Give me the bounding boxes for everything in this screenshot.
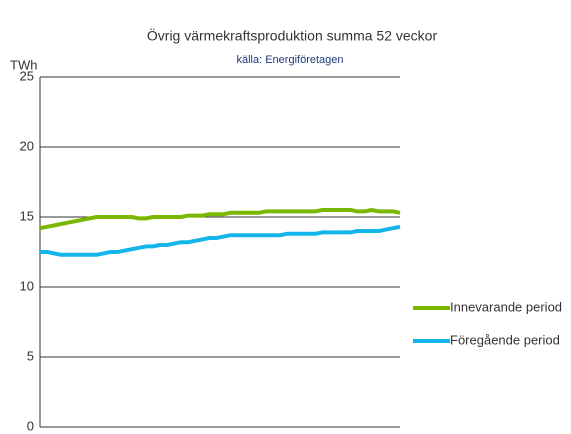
y-axis-label: TWh: [10, 57, 37, 72]
y-tick-label: 20: [20, 138, 34, 153]
y-tick-label: 0: [27, 418, 34, 433]
y-tick-label: 15: [20, 208, 34, 223]
y-tick-label: 5: [27, 348, 34, 363]
y-tick-label: 25: [20, 68, 34, 83]
legend-label: Föregående period: [450, 332, 560, 347]
chart-title: Övrig värmekraftsproduktion summa 52 vec…: [147, 27, 438, 44]
series-line: [39, 208, 401, 231]
chart-subtitle: källa: Energiföretagen: [236, 54, 343, 66]
legend-label: Innevarande period: [450, 299, 562, 314]
series-line: [40, 224, 401, 257]
y-tick-label: 10: [20, 278, 34, 293]
